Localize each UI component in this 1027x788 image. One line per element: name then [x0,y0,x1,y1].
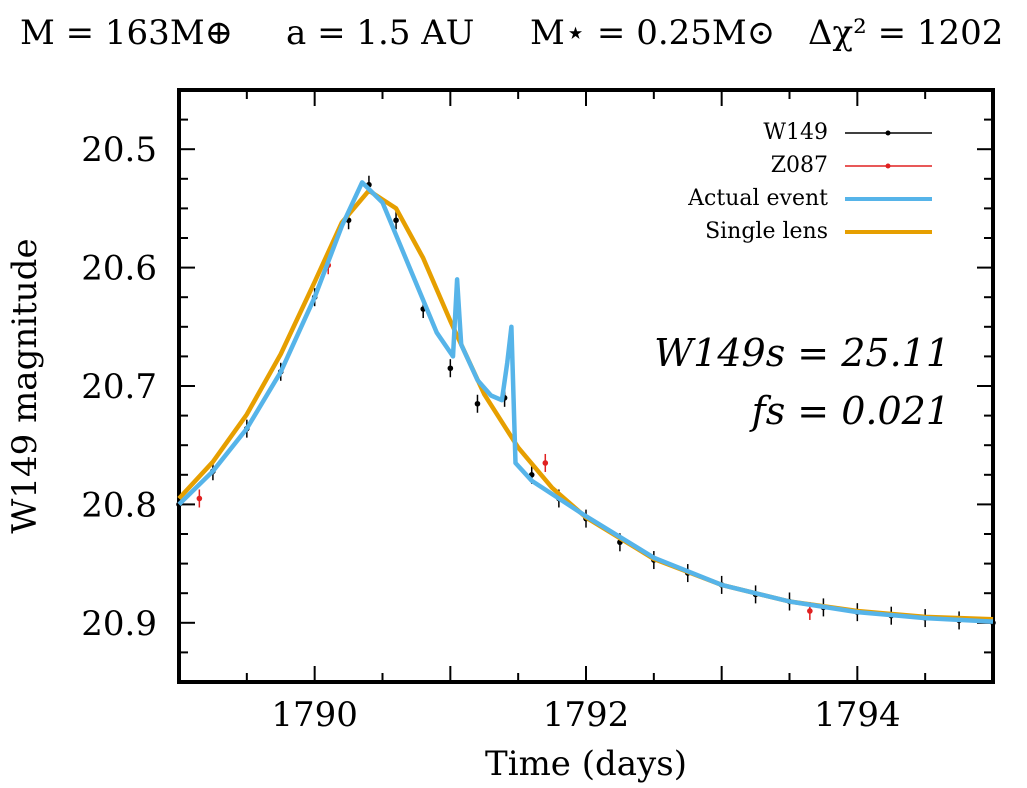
legend-marker-w149 [885,130,891,136]
y-tick-label: 20.6 [81,249,157,289]
legend-marker-z087 [885,163,891,169]
x-tick-label: 1792 [543,695,630,735]
data-point [474,400,481,407]
header-semi-major-axis: a = 1.5 AU [286,13,474,53]
model-curves [177,180,994,624]
header-star-mass: M⋆ = 0.25M⊙ [530,13,775,53]
actual-event-curve [177,180,994,624]
legend-label-w149: W149 [763,120,828,145]
y-tick-label: 20.9 [81,604,157,644]
y-tick-label: 20.5 [81,130,157,170]
data-point [393,217,399,224]
blend-fraction-annotation: fs = 0.021 [749,389,950,433]
y-tick-label: 20.7 [81,367,157,407]
legend-label-actual-event: Actual event [687,186,828,211]
header-planet-mass: M = 163M⊕ [20,13,233,53]
data-point [542,460,549,466]
data-layer [176,175,996,632]
legend-label-z087: Z087 [771,153,828,178]
axis-ticks: 1790 1792 1794 20.5 20.6 20.7 20.8 20.9 [81,89,994,735]
legend: W149 Z087 Actual event Single lens [687,120,932,244]
y-axis-title: W149 magnitude [5,238,45,533]
legend-label-single-lens: Single lens [705,219,828,244]
source-magnitude-annotation: W149s = 25.11 [654,331,950,375]
plot-frame [177,88,995,684]
data-point [447,365,454,372]
z087-points [196,256,813,620]
data-point [196,495,203,502]
header-delta-chi2: Δχ² = 1202 [808,13,1003,53]
y-tick-label: 20.8 [81,485,157,525]
data-point [807,608,813,614]
x-axis-title: Time (days) [485,744,687,784]
x-tick-label: 1794 [814,695,901,735]
x-tick-label: 1790 [271,695,358,735]
